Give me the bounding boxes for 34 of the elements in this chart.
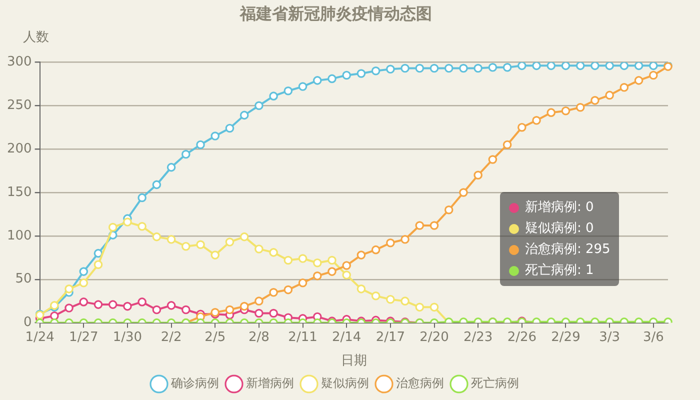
y-tick-label: 200	[6, 141, 32, 156]
annotation: 疑似病例: 0	[525, 220, 594, 238]
y-tick-label: 100	[6, 228, 32, 244]
x-axis-title: 日期	[340, 354, 367, 369]
chart-title: 福建省新冠肺炎疫情动态图	[239, 4, 432, 23]
x-tick-label: 3/6	[642, 330, 664, 345]
x-tick-label: 1/24	[25, 330, 54, 345]
x-tick-label: 1/30	[112, 330, 142, 345]
x-tick-label: 2/23	[463, 330, 493, 345]
y-tick-label: 250	[6, 98, 32, 114]
x-tick-label: 1/27	[69, 330, 98, 345]
legend-label: 治愈病例	[396, 376, 444, 390]
y-axis-title: 人数	[22, 30, 49, 46]
x-tick-label: 2/26	[507, 330, 537, 345]
x-tick-label: 2/20	[420, 330, 449, 345]
legend-label: 确诊病例	[170, 376, 219, 390]
x-tick-label: 3/3	[599, 330, 620, 345]
y-tick-label: 50	[15, 272, 32, 287]
legend-label: 新增病例	[246, 376, 294, 390]
x-tick-label: 2/8	[248, 330, 270, 345]
annotation: 死亡病例: 1	[525, 262, 594, 280]
x-tick-label: 2/14	[332, 330, 362, 345]
y-tick-label: 150	[6, 184, 32, 200]
x-tick-label: 2/11	[288, 330, 318, 345]
annotation: 治愈病例: 295	[525, 241, 610, 259]
x-tick-label: 2/2	[160, 330, 182, 345]
x-tick-label: 2/17	[376, 330, 406, 345]
x-tick-label: 2/29	[551, 330, 580, 345]
legend-label: 死亡病例	[471, 376, 519, 390]
x-tick-label: 2/5	[204, 330, 226, 345]
annotation: 新增病例: 0	[525, 199, 594, 217]
y-tick-label: 0	[24, 315, 32, 330]
legend-label: 疑似病例	[321, 376, 369, 390]
y-tick-label: 300	[6, 54, 32, 70]
